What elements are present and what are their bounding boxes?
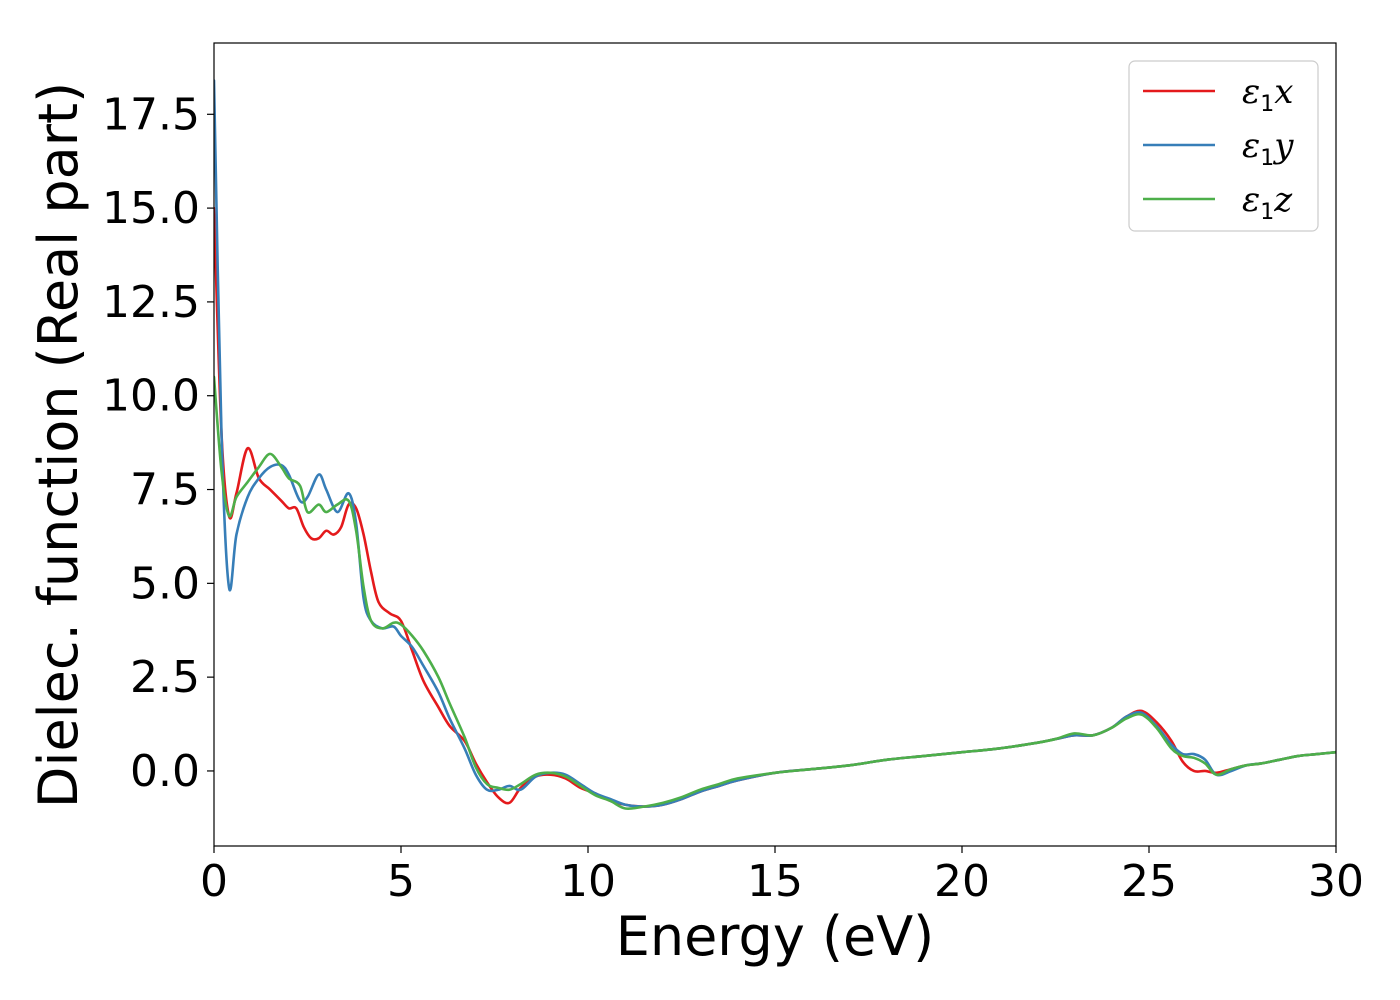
- y-tick-label: 7.5: [130, 465, 200, 516]
- legend-symbol: ε: [1242, 72, 1260, 112]
- legend-subscript: 1: [1260, 200, 1274, 225]
- plot-area: [213, 42, 1337, 847]
- legend-label-eps1y: ε1y: [1242, 126, 1294, 171]
- legend-suffix: y: [1272, 126, 1294, 166]
- x-axis: 0 5 10 15 20 25 30: [200, 846, 1364, 907]
- legend-label-eps1x: ε1x: [1242, 72, 1293, 117]
- y-tick-label: 5.0: [130, 558, 200, 609]
- x-tick-label: 30: [1308, 856, 1364, 907]
- series-group: [214, 79, 1336, 811]
- legend-box: [1128, 60, 1319, 232]
- y-tick-label: 0.0: [130, 746, 200, 797]
- y-tick-label: 12.5: [102, 277, 200, 328]
- legend-symbol: ε: [1242, 180, 1260, 220]
- legend-subscript: 1: [1260, 146, 1274, 171]
- legend-label-eps1z: ε1z: [1242, 180, 1293, 225]
- x-tick-label: 20: [934, 856, 990, 907]
- series-line-eps1x: [214, 206, 1336, 808]
- y-axis-label: Dielec. function (Real part): [27, 82, 90, 808]
- legend-subscript: 1: [1260, 92, 1274, 117]
- x-tick-label: 0: [200, 856, 228, 907]
- x-tick-label: 5: [387, 856, 415, 907]
- x-tick-label: 15: [747, 856, 803, 907]
- x-axis-label: Energy (eV): [616, 905, 935, 968]
- x-tick-label: 10: [560, 856, 616, 907]
- x-tick-label: 25: [1121, 856, 1177, 907]
- legend-symbol: ε: [1242, 126, 1260, 166]
- y-tick-label: 10.0: [102, 371, 200, 422]
- legend-suffix: x: [1274, 72, 1293, 112]
- y-tick-label: 17.5: [102, 89, 200, 140]
- y-tick-label: 15.0: [102, 183, 200, 234]
- y-tick-label: 2.5: [130, 652, 200, 703]
- series-line-eps1z: [214, 375, 1336, 811]
- legend-suffix: z: [1273, 180, 1293, 220]
- y-axis: 0.0 2.5 5.0 7.5 10.0 12.5 15.0 17.5: [102, 89, 214, 797]
